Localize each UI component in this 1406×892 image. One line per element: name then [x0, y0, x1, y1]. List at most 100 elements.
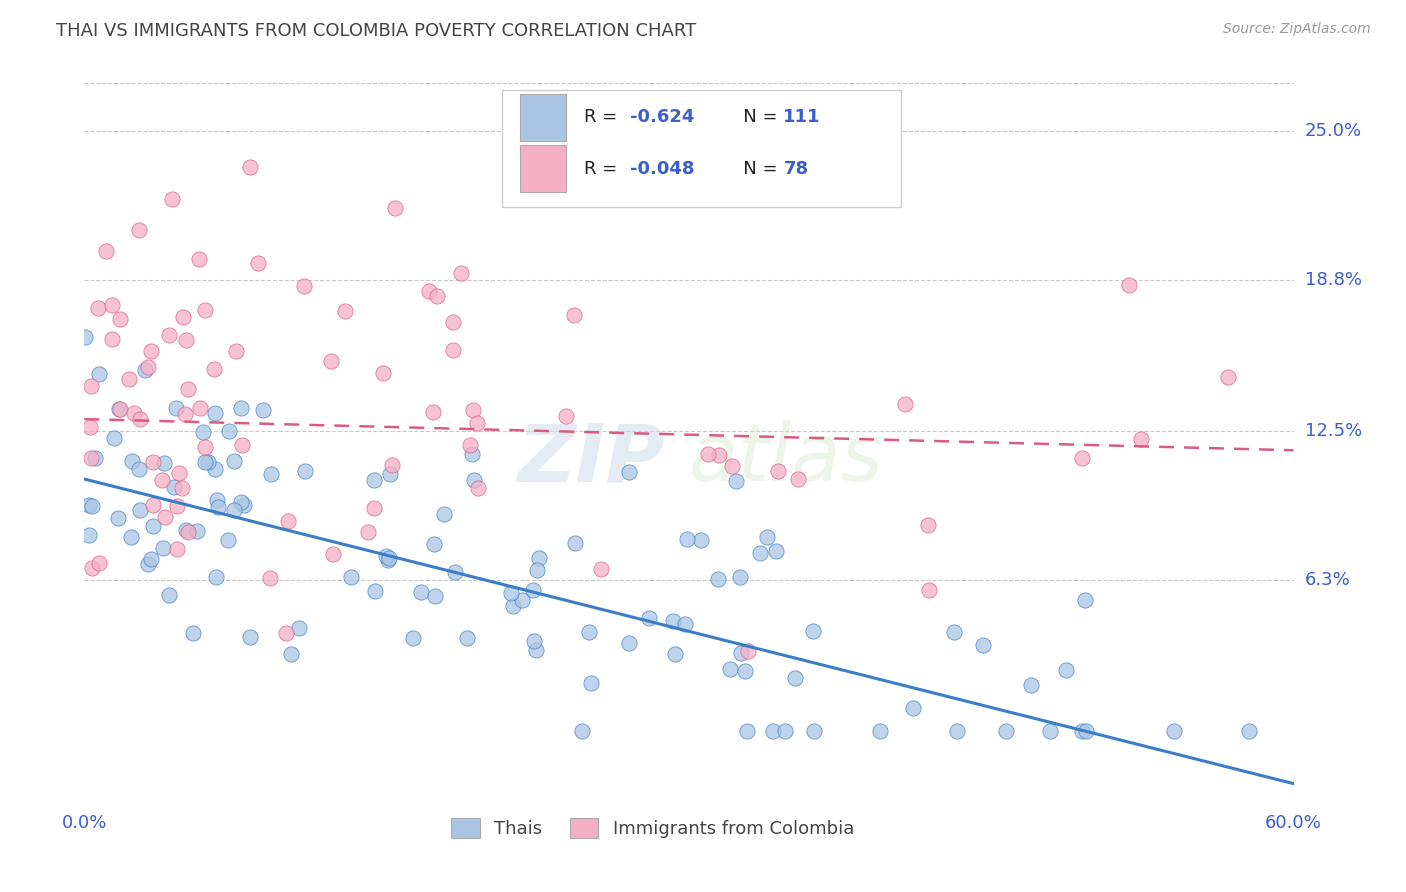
Point	[402, 632, 425, 646]
Text: 6.3%: 6.3%	[1305, 571, 1350, 589]
Point	[222, 502, 245, 516]
Point	[450, 266, 472, 280]
Point	[707, 572, 730, 586]
Point	[785, 671, 807, 685]
Point	[229, 495, 252, 509]
Point	[409, 585, 432, 599]
Point	[224, 454, 246, 468]
Point	[191, 425, 214, 439]
Point	[363, 473, 385, 487]
Point	[384, 201, 406, 215]
Point	[142, 498, 165, 512]
Point	[321, 354, 343, 368]
Point	[917, 518, 939, 533]
Point	[381, 458, 404, 472]
Point	[166, 541, 188, 556]
Point	[463, 473, 485, 487]
Point	[239, 630, 262, 644]
Point	[578, 625, 600, 640]
Point	[259, 467, 281, 482]
Point	[943, 625, 966, 640]
Text: 111: 111	[783, 109, 821, 127]
Point	[676, 532, 699, 546]
Point	[946, 723, 969, 738]
Point	[177, 525, 200, 540]
Point	[377, 553, 399, 567]
Point	[775, 723, 797, 738]
Point	[101, 332, 124, 346]
Point	[181, 625, 204, 640]
Point	[205, 570, 228, 584]
Point	[418, 284, 440, 298]
Point	[456, 632, 478, 646]
Point	[277, 514, 299, 528]
Point	[375, 549, 398, 563]
Point	[730, 646, 752, 660]
Point	[287, 621, 309, 635]
Point	[202, 362, 225, 376]
Point	[893, 397, 915, 411]
Point	[218, 424, 240, 438]
Point	[259, 571, 281, 585]
Point	[564, 536, 586, 550]
Point	[502, 599, 524, 613]
Point	[122, 406, 145, 420]
Point	[562, 308, 585, 322]
Point	[673, 617, 696, 632]
Point	[108, 311, 131, 326]
Point	[734, 664, 756, 678]
Point	[174, 407, 197, 421]
Point	[204, 406, 226, 420]
Point	[1130, 432, 1153, 446]
Point	[721, 458, 744, 473]
Point	[150, 473, 173, 487]
Point	[204, 462, 226, 476]
Point	[422, 405, 444, 419]
Point	[128, 223, 150, 237]
Text: THAI VS IMMIGRANTS FROM COLOMBIA POVERTY CORRELATION CHART: THAI VS IMMIGRANTS FROM COLOMBIA POVERTY…	[56, 22, 696, 40]
Point	[1237, 723, 1260, 738]
Point	[662, 614, 685, 628]
Point	[160, 193, 183, 207]
Point	[87, 557, 110, 571]
Point	[142, 455, 165, 469]
Point	[378, 550, 401, 565]
Text: -0.048: -0.048	[630, 160, 695, 178]
Point	[165, 401, 187, 415]
Point	[617, 636, 640, 650]
Point	[441, 343, 464, 358]
Point	[869, 723, 891, 738]
FancyBboxPatch shape	[502, 90, 901, 207]
Point	[901, 701, 924, 715]
Point	[172, 310, 194, 324]
Text: ZIP: ZIP	[517, 420, 665, 498]
Text: R =: R =	[583, 160, 623, 178]
Point	[1163, 723, 1185, 738]
FancyBboxPatch shape	[520, 94, 565, 141]
Point	[728, 570, 751, 584]
Point	[233, 498, 256, 512]
Text: atlas: atlas	[689, 420, 884, 498]
Point	[801, 624, 824, 638]
Point	[696, 447, 718, 461]
Point	[467, 416, 489, 430]
Point	[579, 675, 602, 690]
Point	[467, 481, 489, 495]
Point	[207, 492, 229, 507]
Point	[163, 480, 186, 494]
Point	[526, 563, 548, 577]
Point	[589, 562, 612, 576]
Point	[136, 557, 159, 571]
Point	[294, 465, 316, 479]
Point	[177, 383, 200, 397]
Text: 78: 78	[783, 160, 808, 178]
Point	[225, 343, 247, 358]
Point	[1074, 723, 1097, 738]
Point	[364, 583, 387, 598]
Point	[108, 402, 131, 417]
Point	[664, 647, 686, 661]
Point	[292, 279, 315, 293]
Point	[995, 723, 1018, 738]
Point	[231, 401, 253, 415]
Point	[197, 455, 219, 469]
